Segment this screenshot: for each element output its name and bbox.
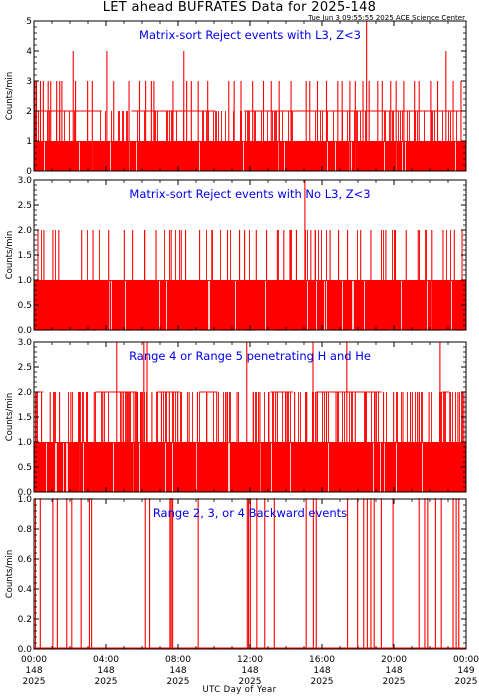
y-tick-label: 1.0 [18,438,33,448]
y-tick-label: 1 [26,137,32,147]
panel-3: 0.0 0.5 1.0 1.5 2.0 2.5 3.0 Counts/min Range 4 o… [5,338,467,498]
y-axis-label: Counts/min [5,231,15,280]
y-tick-label: 4 [26,47,32,57]
baseline-band [34,442,466,492]
x-tick-time: 08:00 [165,655,191,665]
x-tick-time: 00:00 [21,655,47,665]
y-tick-label: 0.0 [18,326,33,336]
x-tick-doy: 149 [457,666,474,676]
x-tick-time: 16:00 [309,655,335,665]
y-tick-label: 0.8 [18,525,33,535]
baseline-band [34,280,466,330]
panel-1: 0 1 2 3 4 5 Counts/min Matrix-sort Reject event… [5,17,467,177]
panel-title: Matrix-sort Reject events with No L3, Z<… [129,187,370,201]
x-tick-year: 2025 [239,677,262,687]
panel-2: 0.0 0.5 1.0 1.5 2.0 2.5 3.0 Counts/min Matrix-so… [5,176,467,336]
y-tick-label: 1.5 [18,413,32,423]
y-tick-label: 0.5 [18,301,32,311]
panel-title: Matrix-sort Reject events with L3, Z<3 [139,28,361,42]
y-tick-label: 2.5 [18,201,32,211]
y-tick-label: 0.4 [18,585,33,595]
panel-2-baseline-texture [34,230,466,331]
y-tick-label: 2 [26,107,32,117]
x-tick-doy: 148 [25,666,42,676]
x-tick-year: 2025 [23,677,46,687]
y-tick-label: 5 [26,17,32,27]
panel-title: Range 2, 3, or 4 Backward events [153,506,347,520]
y-axis-label: Counts/min [5,393,15,442]
y-tick-label: 3 [26,77,32,87]
y-tick-label: 0.5 [18,463,32,473]
y-tick-label: 2.0 [18,226,33,236]
y-tick-label: 0.6 [18,555,33,565]
panel-4: 0.0 0.2 0.4 0.6 0.8 1.0 Counts/min Range 2, 3, … [5,495,467,655]
chart-title: LET ahead BUFRATES Data for 2025-148 [102,0,377,15]
y-tick-label: 0.0 [18,645,33,655]
y-tick-label: 0 [26,167,32,177]
panel-1-baseline-texture [34,110,466,171]
x-tick-doy: 148 [241,666,258,676]
y-tick-label: 1.5 [18,251,32,261]
x-tick-time: 04:00 [93,655,119,665]
x-tick-year: 2025 [455,677,478,687]
panel-3-baseline-texture [34,391,466,492]
x-tick-time: 00:00 [453,655,479,665]
y-tick-label: 3.0 [18,176,33,186]
y-tick-label: 3.0 [18,338,33,348]
x-tick-doy: 148 [169,666,186,676]
x-tick-time: 20:00 [381,655,407,665]
panel-title: Range 4 or Range 5 penetrating H and He [129,349,371,363]
x-tick-year: 2025 [383,677,406,687]
generation-timestamp: Tue Jun 3 09:55:55 2025 ACE Science Cent… [308,14,465,22]
y-tick-label: 0.2 [18,615,32,625]
x-tick-doy: 148 [97,666,114,676]
x-tick-year: 2025 [311,677,334,687]
x-tick-time: 12:00 [237,655,263,665]
y-tick-label: 1.0 [18,495,33,505]
y-axis-label: Counts/min [5,550,15,599]
x-tick-year: 2025 [167,677,190,687]
x-axis-label: UTC Day of Year [202,685,277,695]
x-tick-doy: 148 [385,666,402,676]
y-tick-label: 2.0 [18,388,33,398]
x-tick-year: 2025 [95,677,118,687]
y-tick-label: 1.0 [18,276,33,286]
x-tick-doy: 148 [313,666,330,676]
y-tick-label: 0.0 [18,488,33,498]
y-axis-label: Counts/min [5,72,15,121]
y-tick-label: 2.5 [18,363,32,373]
